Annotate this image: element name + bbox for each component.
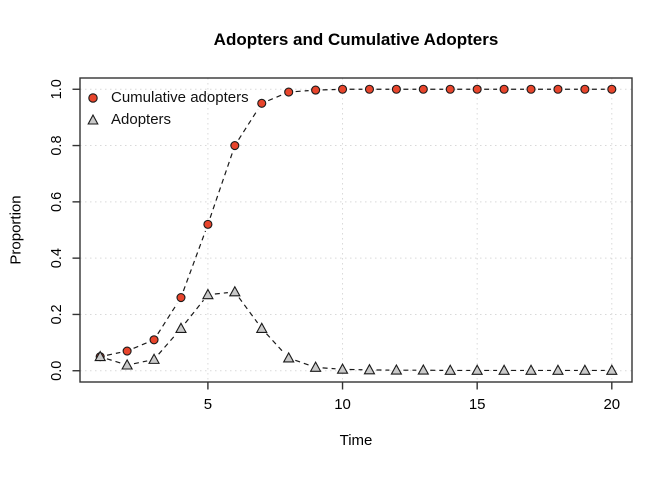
x-tick-label: 5	[204, 396, 212, 413]
data-point-circle	[364, 84, 375, 94]
data-point-triangle	[94, 350, 107, 362]
data-point-triangle	[175, 322, 187, 333]
data-point-circle	[472, 84, 482, 94]
legend-circle-glyph	[88, 92, 98, 103]
legend-label-adopters: Adopters	[111, 111, 172, 128]
data-point-circle	[391, 84, 401, 94]
series-segment	[133, 341, 148, 349]
data-point-circle	[257, 98, 267, 108]
x-tick-label: 20	[603, 396, 620, 413]
series-segment	[267, 94, 283, 102]
data-point-triangle	[552, 364, 564, 375]
data-point-circle	[445, 84, 455, 94]
y-tick-label: 0.6	[49, 192, 65, 212]
series-segment	[106, 351, 121, 356]
data-point-triangle	[309, 361, 322, 372]
data-point-triangle	[390, 363, 403, 375]
series-segment	[157, 303, 178, 335]
data-point-circle	[337, 84, 348, 94]
legend-triangle-marker-icon	[87, 113, 99, 125]
data-point-triangle	[255, 322, 268, 333]
series-segment	[322, 367, 336, 370]
series-segment	[214, 292, 228, 295]
y-tick-label: 0.4	[49, 248, 65, 268]
data-point-triangle	[498, 364, 511, 375]
x-axis-title: Time	[339, 432, 373, 449]
legend-circle-marker-icon	[88, 92, 98, 103]
data-point-triangle	[525, 364, 537, 375]
series-segment	[295, 90, 309, 93]
data-point-circle	[284, 87, 294, 97]
series-segment	[295, 359, 310, 366]
data-point-circle	[553, 84, 563, 94]
x-tick-label: 10	[334, 396, 351, 413]
chart-legend: Cumulative adopters Adopters	[86, 89, 249, 128]
data-point-circle	[499, 84, 509, 94]
data-point-circle	[607, 84, 617, 94]
data-point-triangle	[444, 364, 457, 375]
series-segment	[158, 333, 177, 355]
data-point-triangle	[578, 364, 591, 375]
x-tick-label: 15	[469, 396, 486, 413]
data-point-triangle	[201, 288, 214, 300]
data-point-circle	[418, 84, 428, 94]
data-point-circle	[311, 85, 321, 95]
y-tick-label: 1.0	[49, 79, 65, 99]
data-point-circle	[526, 84, 536, 94]
data-point-triangle	[363, 363, 376, 375]
data-point-triangle	[336, 362, 349, 374]
series-segment	[209, 151, 234, 218]
data-point-circle	[230, 141, 240, 151]
data-point-triangle	[471, 364, 484, 375]
data-point-circle	[203, 219, 213, 229]
data-point-circle	[122, 346, 132, 356]
series-segment	[238, 108, 259, 140]
series-segment	[238, 297, 259, 324]
legend-triangle-glyph	[87, 113, 99, 125]
plot-border	[79, 77, 633, 383]
legend-label-cumulative: Cumulative adopters	[111, 89, 249, 106]
chart-title: Adopters and Cumulative Adopters	[213, 30, 499, 49]
data-point-triangle	[228, 285, 241, 297]
legend-item-cumulative-adopters: Cumulative adopters	[86, 89, 249, 106]
data-point-triangle	[148, 353, 160, 364]
data-point-triangle	[282, 351, 295, 363]
data-point-circle	[149, 335, 159, 345]
legend-item-adopters: Adopters	[86, 111, 249, 128]
data-point-triangle	[417, 363, 430, 375]
series-segment	[184, 299, 205, 324]
series-segment	[106, 358, 121, 364]
data-point-triangle	[605, 364, 618, 375]
data-point-circle	[176, 293, 186, 303]
y-tick-label: 0.2	[49, 304, 65, 324]
y-tick-label: 0.0	[49, 361, 65, 381]
data-point-triangle	[121, 358, 134, 370]
series-segment	[266, 333, 285, 354]
series-segment	[182, 230, 207, 292]
data-point-circle	[580, 84, 590, 94]
y-axis-title: Proportion	[7, 195, 25, 265]
y-tick-label: 0.8	[49, 135, 65, 155]
series-segment	[133, 360, 148, 365]
